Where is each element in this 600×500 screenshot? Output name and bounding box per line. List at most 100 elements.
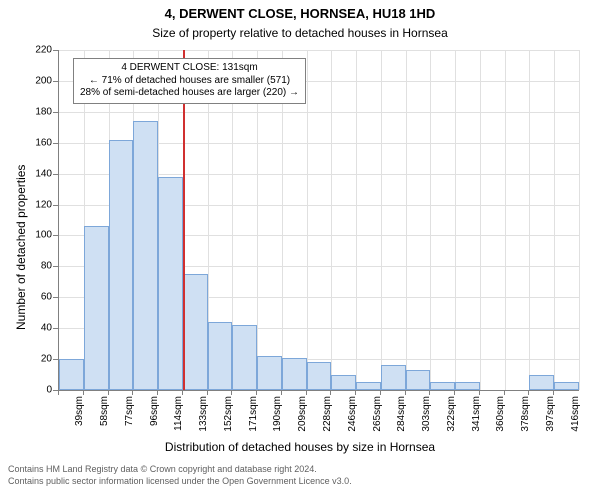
histogram-bar [133,121,158,390]
histogram-bar [455,382,480,390]
x-tick [83,390,84,395]
chart-subtitle: Size of property relative to detached ho… [0,26,600,40]
x-tick-label: 303sqm [421,396,432,432]
x-tick-label: 96sqm [149,396,160,426]
y-tick-label: 40 [41,323,52,334]
footer-line1: Contains HM Land Registry data © Crown c… [8,464,352,476]
property-size-chart: 4, DERWENT CLOSE, HORNSEA, HU18 1HD Size… [0,0,600,500]
x-tick-label: 265sqm [372,396,383,432]
x-tick [504,390,505,395]
histogram-bar [529,375,554,390]
x-tick-label: 284sqm [396,396,407,432]
y-tick [53,174,58,175]
x-tick [429,390,430,395]
x-tick [380,390,381,395]
gridline-v [356,50,357,390]
y-tick-label: 20 [41,354,52,365]
x-tick [306,390,307,395]
y-tick-label: 60 [41,292,52,303]
gridline-v [455,50,456,390]
y-tick [53,297,58,298]
gridline-v [381,50,382,390]
gridline-v [505,50,506,390]
x-tick [108,390,109,395]
annotation-line2: ← 71% of detached houses are smaller (57… [80,75,299,88]
gridline-v [430,50,431,390]
gridline-v [331,50,332,390]
gridline-v [554,50,555,390]
y-tick-label: 160 [35,137,52,148]
y-tick-label: 0 [46,385,52,396]
x-tick-label: 133sqm [198,396,209,432]
x-tick-label: 171sqm [248,396,259,432]
x-tick [182,390,183,395]
histogram-bar [406,370,431,390]
y-tick [53,143,58,144]
x-tick [528,390,529,395]
x-tick-label: 360sqm [495,396,506,432]
y-tick [53,205,58,206]
y-tick-label: 80 [41,261,52,272]
x-tick [256,390,257,395]
x-tick-label: 341sqm [471,396,482,432]
x-axis-label: Distribution of detached houses by size … [0,440,600,454]
y-tick-label: 100 [35,230,52,241]
x-tick-label: 152sqm [223,396,234,432]
x-tick [231,390,232,395]
y-tick [53,50,58,51]
histogram-bar [183,274,208,390]
x-tick [454,390,455,395]
x-tick [479,390,480,395]
histogram-bar [282,358,307,390]
gridline-h [59,112,579,113]
y-tick-label: 220 [35,45,52,56]
histogram-bar [331,375,356,390]
y-tick-label: 120 [35,199,52,210]
x-tick [132,390,133,395]
x-tick [58,390,59,395]
histogram-bar [59,359,84,390]
y-tick [53,328,58,329]
annotation-line3: 28% of semi-detached houses are larger (… [80,87,299,100]
footer-attribution: Contains HM Land Registry data © Crown c… [8,464,352,487]
gridline-h [59,50,579,51]
x-tick-label: 77sqm [124,396,135,426]
x-tick-label: 246sqm [347,396,358,432]
histogram-bar [232,325,257,390]
histogram-bar [257,356,282,390]
y-tick-label: 200 [35,75,52,86]
x-tick-label: 209sqm [297,396,308,432]
x-tick-label: 416sqm [570,396,581,432]
x-tick [405,390,406,395]
x-tick-label: 58sqm [99,396,110,426]
gridline-v [406,50,407,390]
histogram-bar [430,382,455,390]
gridline-v [529,50,530,390]
y-tick [53,266,58,267]
x-tick-label: 397sqm [545,396,556,432]
x-tick [157,390,158,395]
y-tick [53,81,58,82]
histogram-bar [356,382,381,390]
footer-line2: Contains public sector information licen… [8,476,352,488]
histogram-bar [554,382,579,390]
y-tick [53,359,58,360]
y-axis-label: Number of detached properties [14,165,28,330]
x-tick-label: 114sqm [173,396,184,431]
x-tick-label: 39sqm [74,396,85,426]
y-tick [53,235,58,236]
histogram-bar [158,177,183,390]
histogram-bar [307,362,332,390]
gridline-v [480,50,481,390]
histogram-bar [208,322,233,390]
gridline-v [579,50,580,390]
y-tick-label: 140 [35,168,52,179]
x-tick-label: 228sqm [322,396,333,432]
x-tick [355,390,356,395]
x-tick [207,390,208,395]
histogram-bar [84,226,109,390]
gridline-v [307,50,308,390]
x-tick [553,390,554,395]
chart-title: 4, DERWENT CLOSE, HORNSEA, HU18 1HD [0,6,600,21]
x-tick-label: 322sqm [446,396,457,432]
